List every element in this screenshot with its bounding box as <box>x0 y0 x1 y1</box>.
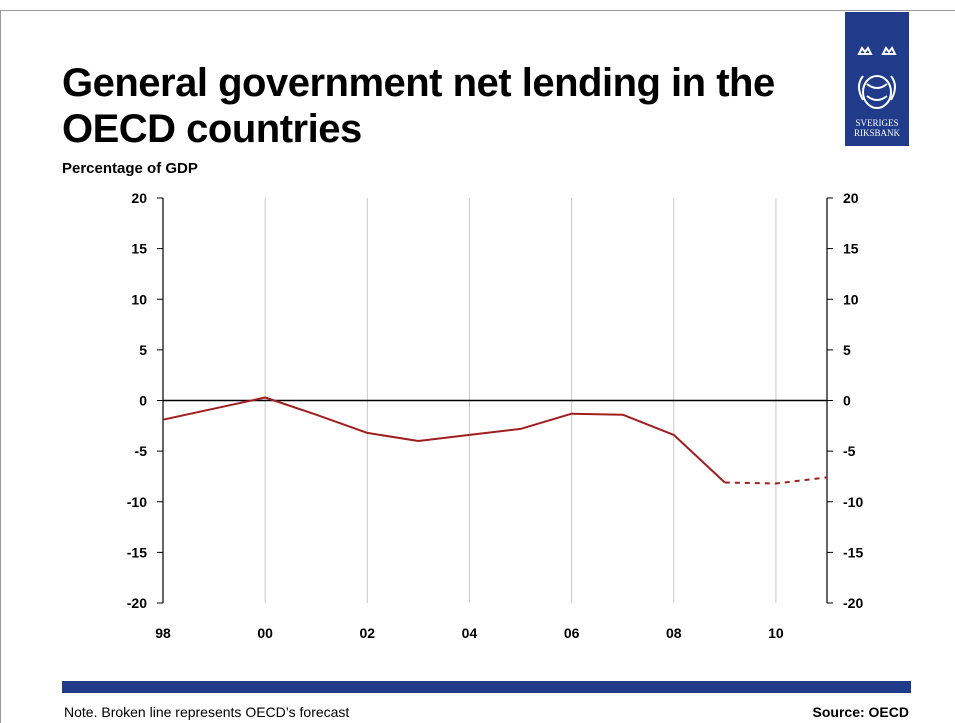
actual-series-line <box>162 396 726 484</box>
y-tick-label-left: 15 <box>131 241 147 257</box>
y-tick-label-left: -20 <box>127 595 147 611</box>
logo-text-line1: SVERIGES <box>855 118 899 128</box>
y-tick-label-left: -10 <box>127 494 147 510</box>
x-tick-label: 04 <box>462 625 478 641</box>
y-tick-label-right: 0 <box>843 393 851 409</box>
x-tick-label: 08 <box>666 625 682 641</box>
y-tick-label-left: -15 <box>127 544 147 560</box>
forecast-series-line <box>724 476 828 485</box>
y-tick-label-right: -15 <box>843 544 863 560</box>
y-tick-label-left: 0 <box>139 393 147 409</box>
footer-band <box>62 681 911 693</box>
chart-subtitle: Percentage of GDP <box>62 160 198 177</box>
x-tick-label: 98 <box>155 625 171 641</box>
y-tick-label-right: 15 <box>843 241 859 257</box>
chart-title: General government net lending in the OE… <box>62 61 775 151</box>
y-tick-label-right: -20 <box>843 595 863 611</box>
x-tick-label: 00 <box>257 625 273 641</box>
source-label: Source: OECD <box>812 704 909 720</box>
y-tick-label-left: -5 <box>135 443 148 459</box>
y-tick-label-left: 10 <box>131 291 147 307</box>
y-tick-label-left: 5 <box>139 342 147 358</box>
y-tick-label-left: 20 <box>131 190 147 206</box>
x-tick-label: 10 <box>768 625 784 641</box>
y-tick-label-right: 5 <box>843 342 851 358</box>
y-tick-label-right: -10 <box>843 494 863 510</box>
x-tick-label: 02 <box>360 625 376 641</box>
y-tick-label-right: 20 <box>843 190 859 206</box>
logo-text-line2: RIKSBANK <box>853 128 900 138</box>
y-tick-label-right: -5 <box>843 443 856 459</box>
y-tick-label-right: 10 <box>843 291 859 307</box>
x-tick-label: 06 <box>564 625 580 641</box>
footnote: Note. Broken line represents OECD’s fore… <box>64 704 350 720</box>
riksbank-crest-icon <box>857 46 897 109</box>
riksbank-logo: SVERIGES RIKSBANK <box>845 12 909 146</box>
slide-frame <box>0 10 955 723</box>
